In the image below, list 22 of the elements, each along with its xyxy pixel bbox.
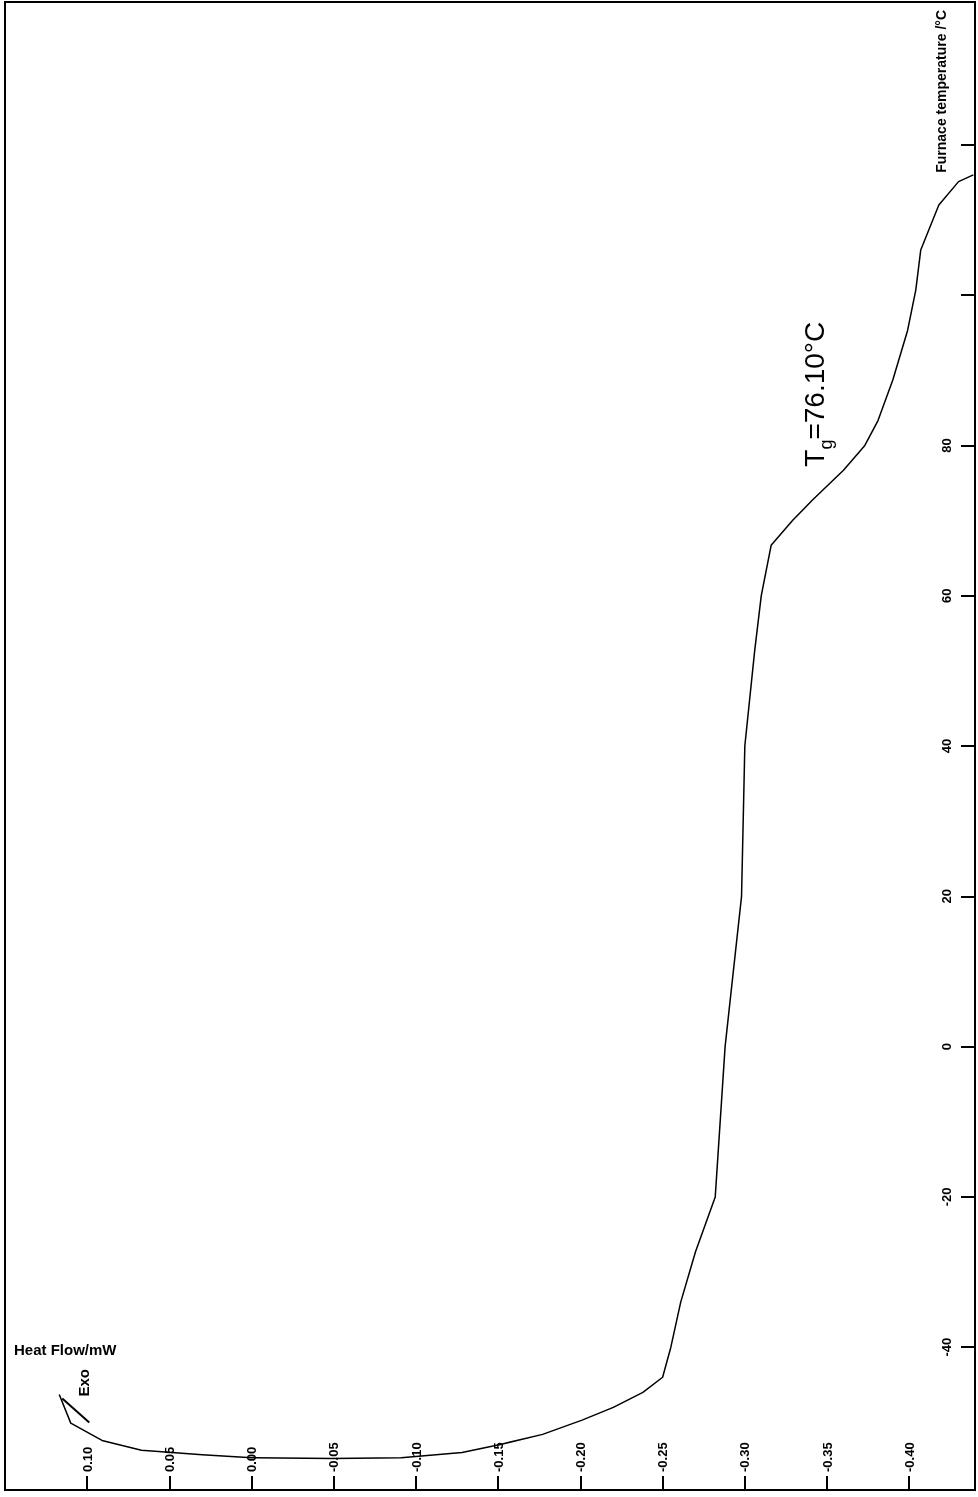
x-tick-label: -0.30 <box>737 1442 753 1472</box>
x-tick-label: -0.10 <box>408 1442 424 1472</box>
x-tick-label: -0.05 <box>326 1442 342 1472</box>
x-tick-label: 0.00 <box>244 1446 260 1472</box>
y-tick-label: -20 <box>939 1187 954 1207</box>
y-tick-label: -40 <box>939 1337 954 1357</box>
x-tick-label: -0.20 <box>572 1442 588 1472</box>
y-tick-label: 20 <box>939 889 954 904</box>
x-axis-title: Heat Flow/mW <box>14 1341 118 1358</box>
y-axis-title: Furnace temperature /°C <box>933 10 949 173</box>
x-tick-label: 0.05 <box>161 1446 177 1472</box>
x-tick-label: -0.40 <box>901 1442 917 1472</box>
x-tick-label: -0.35 <box>819 1442 835 1472</box>
annotation: Exo <box>75 1369 93 1397</box>
x-tick-label: -0.15 <box>490 1442 506 1472</box>
y-tick-label: 60 <box>939 588 954 603</box>
y-tick-label: 40 <box>939 738 954 754</box>
x-tick-label: -0.25 <box>655 1442 671 1472</box>
annotation: Tg=76.10°C <box>799 321 836 467</box>
x-tick-label: 0.10 <box>79 1446 95 1472</box>
y-tick-label: 0 <box>939 1042 954 1051</box>
y-tick-label: 80 <box>939 438 954 453</box>
